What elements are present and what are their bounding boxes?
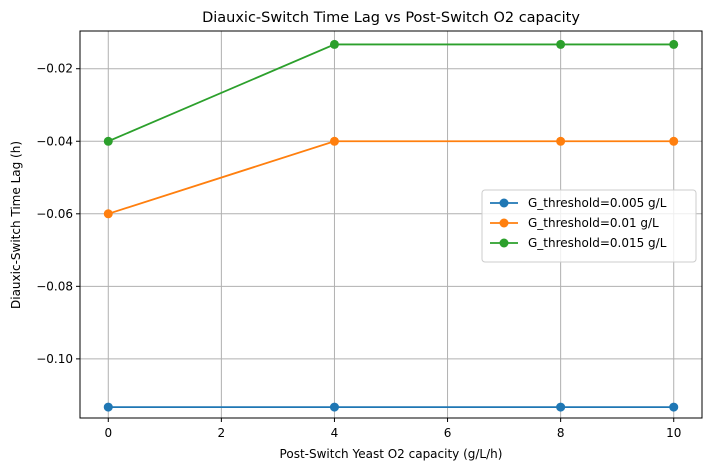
legend-label: G_threshold=0.015 g/L [528, 236, 667, 250]
data-point [103, 136, 113, 146]
data-point [103, 209, 113, 219]
y-tick-label: −0.10 [36, 352, 73, 366]
data-point [556, 136, 566, 146]
series-line-2 [107, 140, 674, 215]
y-tick-label: −0.04 [36, 134, 73, 148]
y-tick-label: −0.02 [36, 62, 73, 76]
legend-label: G_threshold=0.005 g/L [528, 196, 667, 210]
legend-swatch-marker [499, 218, 509, 228]
data-point [556, 39, 566, 49]
plot-frame [79, 30, 703, 419]
x-tick-label: 6 [444, 426, 452, 440]
data-point [329, 402, 339, 412]
legend-box [481, 189, 697, 263]
legend-swatch-marker [499, 238, 509, 248]
data-point [103, 402, 113, 412]
x-tick-label: 10 [666, 426, 681, 440]
x-tick-label: 2 [218, 426, 226, 440]
legend-swatch-marker [499, 198, 509, 208]
data-point [669, 402, 679, 412]
x-tick-label: 8 [557, 426, 565, 440]
y-axis-label: Diauxic-Switch Time Lag (h) [9, 141, 23, 309]
data-point [329, 136, 339, 146]
legend-label: G_threshold=0.01 g/L [528, 216, 659, 230]
y-tick-label: −0.06 [36, 207, 73, 221]
y-tick-label: −0.08 [36, 279, 73, 293]
x-axis-label: Post-Switch Yeast O2 capacity (g/L/h) [280, 447, 503, 461]
data-point [669, 136, 679, 146]
chart-title: Diauxic-Switch Time Lag vs Post-Switch O… [202, 10, 580, 26]
series-line-3 [107, 43, 674, 143]
tick-layer: 0 2 4 6 8 10 −0.10 −0.08 −0.06 −0.04 −0.02 [36, 62, 681, 440]
data-point [329, 39, 339, 49]
series-layer [103, 39, 679, 412]
legend: G_threshold=0.005 g/L G_threshold=0.01 g/… [481, 189, 697, 263]
data-point [556, 402, 566, 412]
x-tick-label: 0 [104, 426, 112, 440]
x-tick-label: 4 [331, 426, 339, 440]
data-point [669, 39, 679, 49]
